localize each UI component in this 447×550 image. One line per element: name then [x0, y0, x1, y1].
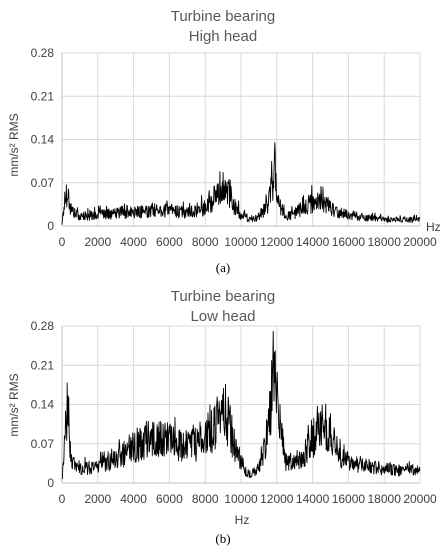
chart-a-x-tick-label: 18000 [368, 235, 402, 249]
chart-a-subtitle: High head [189, 28, 257, 45]
chart-a-x-tick-label: 16000 [332, 235, 366, 249]
chart-high-head: Turbine bearing High head mm/s² RMS Hz (… [7, 8, 441, 275]
chart-a-y-tick-label: 0.14 [31, 133, 55, 147]
chart-a-x-tick-label: 2000 [84, 235, 111, 249]
chart-a-series-line [61, 142, 421, 225]
chart-b-y-tick-label: 0.21 [31, 358, 55, 372]
chart-a-x-tick-label: 10000 [224, 235, 258, 249]
chart-b-x-tick-label: 4000 [120, 492, 147, 506]
chart-low-head: Turbine bearing Low head mm/s² RMS Hz (b… [7, 288, 437, 546]
chart-b-series-line [61, 330, 421, 480]
chart-a-x-tick-label: 12000 [260, 235, 294, 249]
chart-a-x-tick-label: 4000 [120, 235, 147, 249]
chart-a-title: Turbine bearing [171, 8, 276, 25]
chart-b-x-tick-label: 8000 [192, 492, 219, 506]
chart-b-caption: (b) [215, 531, 230, 546]
chart-b-y-tick-label: 0.07 [31, 437, 55, 451]
chart-b-x-axis-label: Hz [235, 513, 250, 527]
chart-a-x-axis-label: Hz [426, 220, 441, 234]
chart-b-x-tick-label: 0 [59, 492, 66, 506]
chart-a-y-tick-label: 0.21 [31, 89, 55, 103]
chart-a-x-tick-label: 20000 [403, 235, 437, 249]
chart-a-y-tick-label: 0.28 [31, 46, 55, 60]
chart-b-y-tick-label: 0 [47, 476, 54, 490]
chart-b-subtitle: Low head [190, 308, 255, 325]
chart-b-x-tick-label: 16000 [332, 492, 366, 506]
chart-a-y-axis-label: mm/s² RMS [7, 113, 21, 176]
chart-b-x-tick-label: 14000 [296, 492, 330, 506]
chart-b-x-tick-label: 12000 [260, 492, 294, 506]
chart-a-y-tick-label: 0.07 [31, 176, 55, 190]
chart-b-x-tick-label: 2000 [84, 492, 111, 506]
chart-a-x-tick-label: 0 [59, 235, 66, 249]
chart-b-x-tick-label: 18000 [368, 492, 402, 506]
chart-a-x-tick-label: 8000 [192, 235, 219, 249]
chart-b-x-tick-label: 20000 [403, 492, 437, 506]
chart-b-title: Turbine bearing [171, 288, 276, 305]
chart-b-x-tick-label: 10000 [224, 492, 258, 506]
chart-a-caption: (a) [216, 260, 230, 275]
chart-b-y-tick-label: 0.28 [31, 319, 55, 333]
chart-b-x-tick-label: 6000 [156, 492, 183, 506]
chart-b-y-axis-label: mm/s² RMS [7, 373, 21, 436]
chart-a-y-tick-label: 0 [47, 219, 54, 233]
chart-b-y-tick-label: 0.14 [31, 398, 55, 412]
chart-a-x-tick-label: 6000 [156, 235, 183, 249]
chart-a-x-tick-label: 14000 [296, 235, 330, 249]
